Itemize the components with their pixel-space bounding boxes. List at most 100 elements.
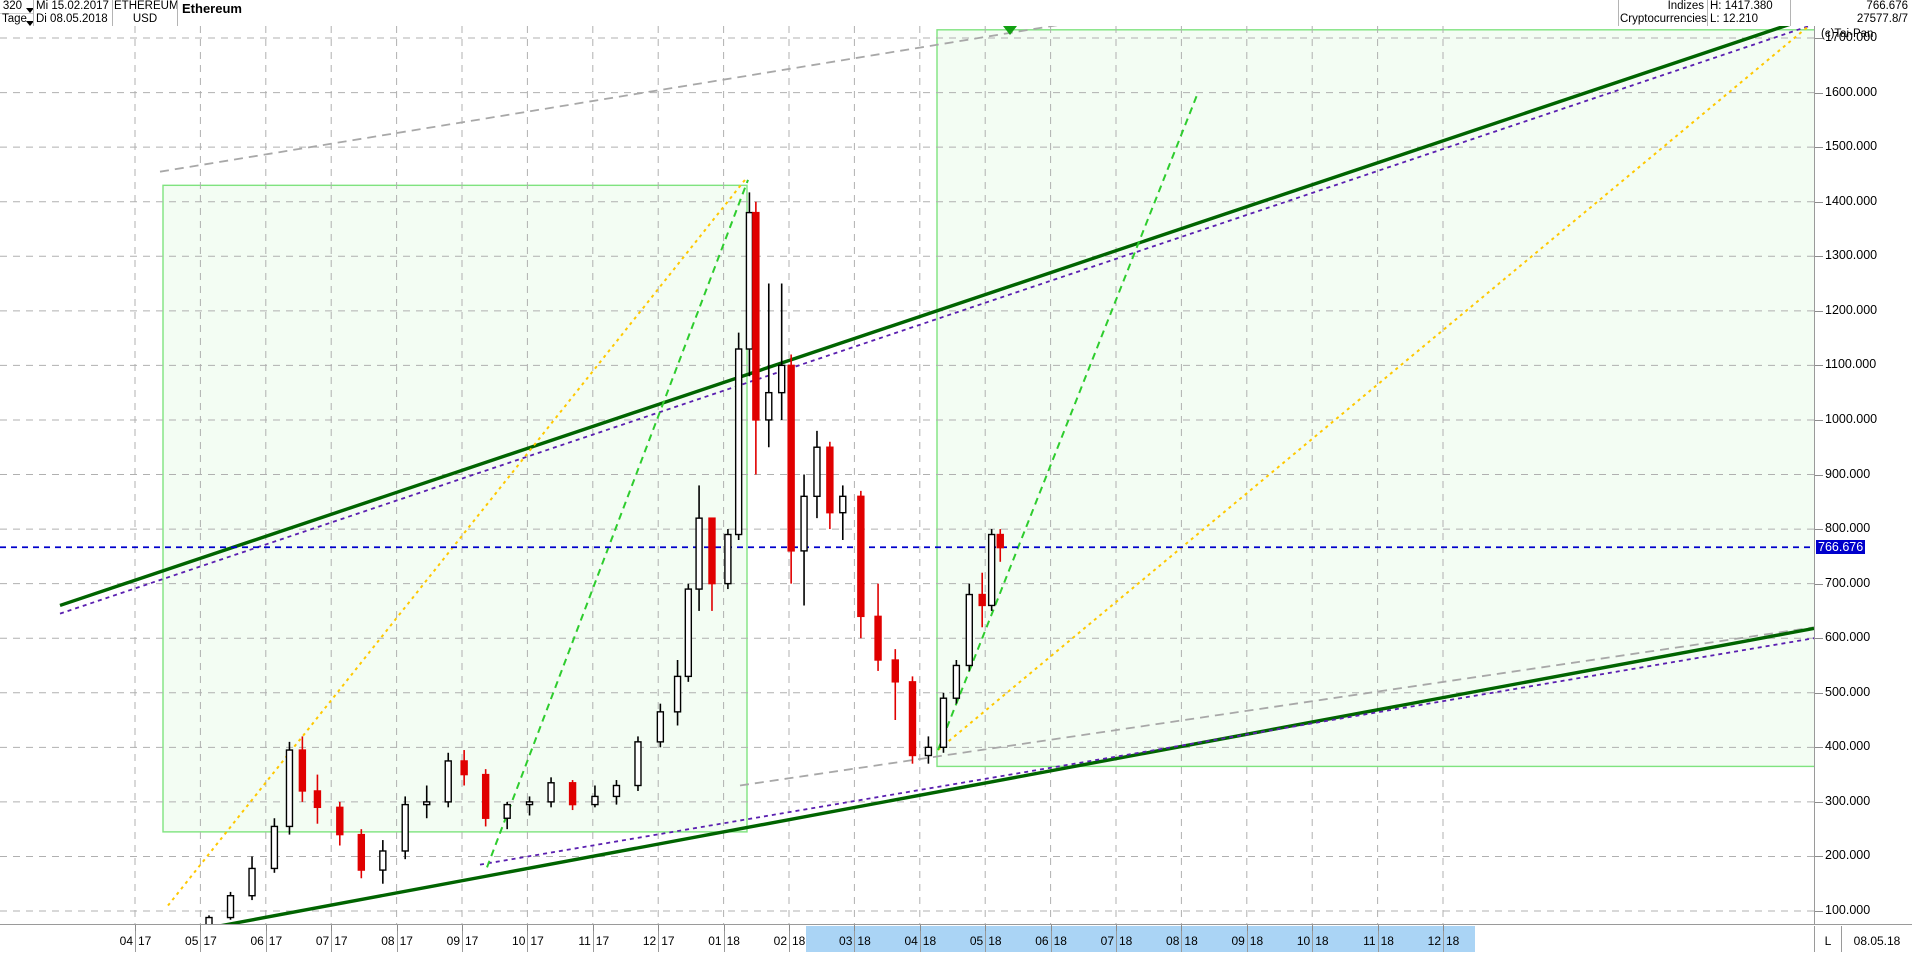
date-axis-year: 17 [138, 934, 152, 948]
price-axis-tick [1815, 92, 1823, 94]
date-axis-separator [265, 926, 267, 952]
candle-body [734, 348, 743, 536]
date-axis-year: 17 [595, 934, 610, 948]
date-axis-separator [919, 926, 921, 952]
candle-body [313, 790, 322, 809]
date-axis-separator [1377, 926, 1379, 952]
candle-body [874, 615, 882, 661]
date-axis-month: 01 [708, 934, 722, 948]
last-price-value: 766.676 [1866, 0, 1908, 12]
gray-parallel-lower [739, 626, 1814, 787]
candle-body [656, 711, 665, 743]
currency-code: USD [132, 13, 158, 25]
price-axis-label: 1600.000 [1825, 84, 1878, 99]
date-axis-year: 17 [530, 934, 544, 948]
upper-trend-solid [59, 26, 1791, 608]
price-axis-tick [1815, 201, 1823, 203]
price-axis-tick [1815, 638, 1823, 640]
date-axis-year: 17 [661, 934, 675, 948]
symbol-code: ETHEREUM [114, 0, 179, 12]
date-axis-separator [658, 926, 660, 952]
date-axis-year: 17 [399, 934, 413, 948]
price-axis-label: 700.000 [1825, 575, 1871, 590]
price-axis-label: 800.000 [1825, 521, 1871, 536]
down-triangle-marker [1003, 26, 1017, 35]
date-axis-tick [1116, 925, 1117, 931]
interval-value[interactable]: Tage [2, 13, 27, 25]
date-axis-month: 12 [642, 934, 657, 948]
candle-body [826, 446, 834, 514]
candle-body [298, 749, 307, 792]
date-axis-separator [1443, 926, 1444, 952]
date-from-value[interactable]: Mi 15.02.2017 [36, 0, 109, 12]
price-axis-tick [1815, 474, 1823, 476]
last-price-marker[interactable]: 766.676 [1816, 540, 1866, 555]
price-axis-label: 100.000 [1825, 903, 1871, 917]
price-axis-tick [1815, 365, 1823, 367]
candle-body [612, 784, 621, 798]
candle-body [724, 533, 732, 585]
info-category: Indizes [1667, 0, 1704, 12]
date-axis-tick [527, 925, 529, 931]
candle-body [226, 895, 235, 919]
bars-count-value[interactable]: 320 [2, 0, 22, 12]
candle-body [777, 364, 786, 394]
date-axis-tick [265, 925, 267, 931]
price-axis[interactable]: (c)Tai-Pan 1700.000 1600.000 1500.000 1400.… [1814, 26, 1912, 924]
date-range-selection[interactable] [806, 926, 1475, 952]
price-axis-label: 300.000 [1825, 793, 1871, 808]
date-axis-year: 18 [988, 934, 1002, 948]
date-axis-tick [1377, 925, 1379, 931]
candle-body [996, 533, 1004, 549]
candle-body [248, 867, 256, 897]
chevron-down-icon-bars[interactable] [23, 4, 34, 16]
date-axis-year: 18 [1119, 934, 1133, 948]
date-axis-month: 10 [1296, 934, 1311, 948]
date-axis-separator [135, 926, 136, 952]
date-axis-month: 08 [1166, 934, 1180, 948]
price-axis-label: 900.000 [1825, 466, 1871, 481]
date-axis-year: 18 [1184, 934, 1198, 948]
chart-canvas [0, 26, 1814, 924]
date-axis-month: 09 [1231, 934, 1245, 948]
candle-body [908, 681, 917, 757]
date-axis-month: 11 [1363, 934, 1376, 948]
chevron-down-icon-interval[interactable] [23, 17, 34, 29]
candle-body [481, 773, 490, 819]
date-axis-tick [1050, 925, 1052, 931]
date-axis-tick [985, 925, 987, 931]
date-axis-month: 09 [446, 934, 460, 948]
date-axis-month: 08 [381, 934, 395, 948]
date-axis-year: 18 [1446, 934, 1460, 948]
price-axis-tick [1815, 256, 1823, 258]
candle-body [939, 697, 948, 749]
date-axis-separator [200, 926, 202, 952]
candle-body [891, 659, 899, 683]
price-axis-tick [1815, 911, 1823, 912]
date-axis[interactable]: 04 17 05 17 06 17 07 17 08 17 09 17 10 17 11 17 12 17 01 18… [0, 924, 1912, 953]
date-axis-year: 18 [792, 934, 806, 948]
chart-plot-area[interactable] [0, 26, 1814, 924]
candle-body [336, 806, 344, 836]
candle-body [813, 446, 821, 498]
candle-body [357, 833, 366, 871]
date-axis-year: 18 [1053, 934, 1067, 948]
date-to-value[interactable]: Di 08.05.2018 [36, 13, 108, 25]
price-axis-label: 500.000 [1825, 684, 1871, 699]
date-axis-year: 17 [334, 934, 348, 948]
candle-body [708, 517, 716, 585]
price-axis-label: 1300.000 [1825, 248, 1878, 263]
axis-flag-label: L [1824, 934, 1832, 948]
fan-yellow-ascending-1 [167, 179, 746, 907]
date-axis-separator [789, 926, 790, 952]
date-axis-year: 18 [1380, 934, 1394, 948]
candle-body [978, 593, 986, 607]
candle-body [987, 533, 996, 607]
date-axis-year: 17 [465, 934, 479, 948]
date-axis-tick [723, 925, 725, 931]
candle-body [547, 782, 555, 803]
date-axis-month: 07 [315, 934, 330, 948]
fan-yellow-ascending-2 [937, 26, 1811, 751]
top-toolbar: 320 Tage Mi 15.02.2017 Di 08.05.2018 ETH… [0, 0, 1912, 27]
date-axis-year: 17 [203, 934, 217, 948]
